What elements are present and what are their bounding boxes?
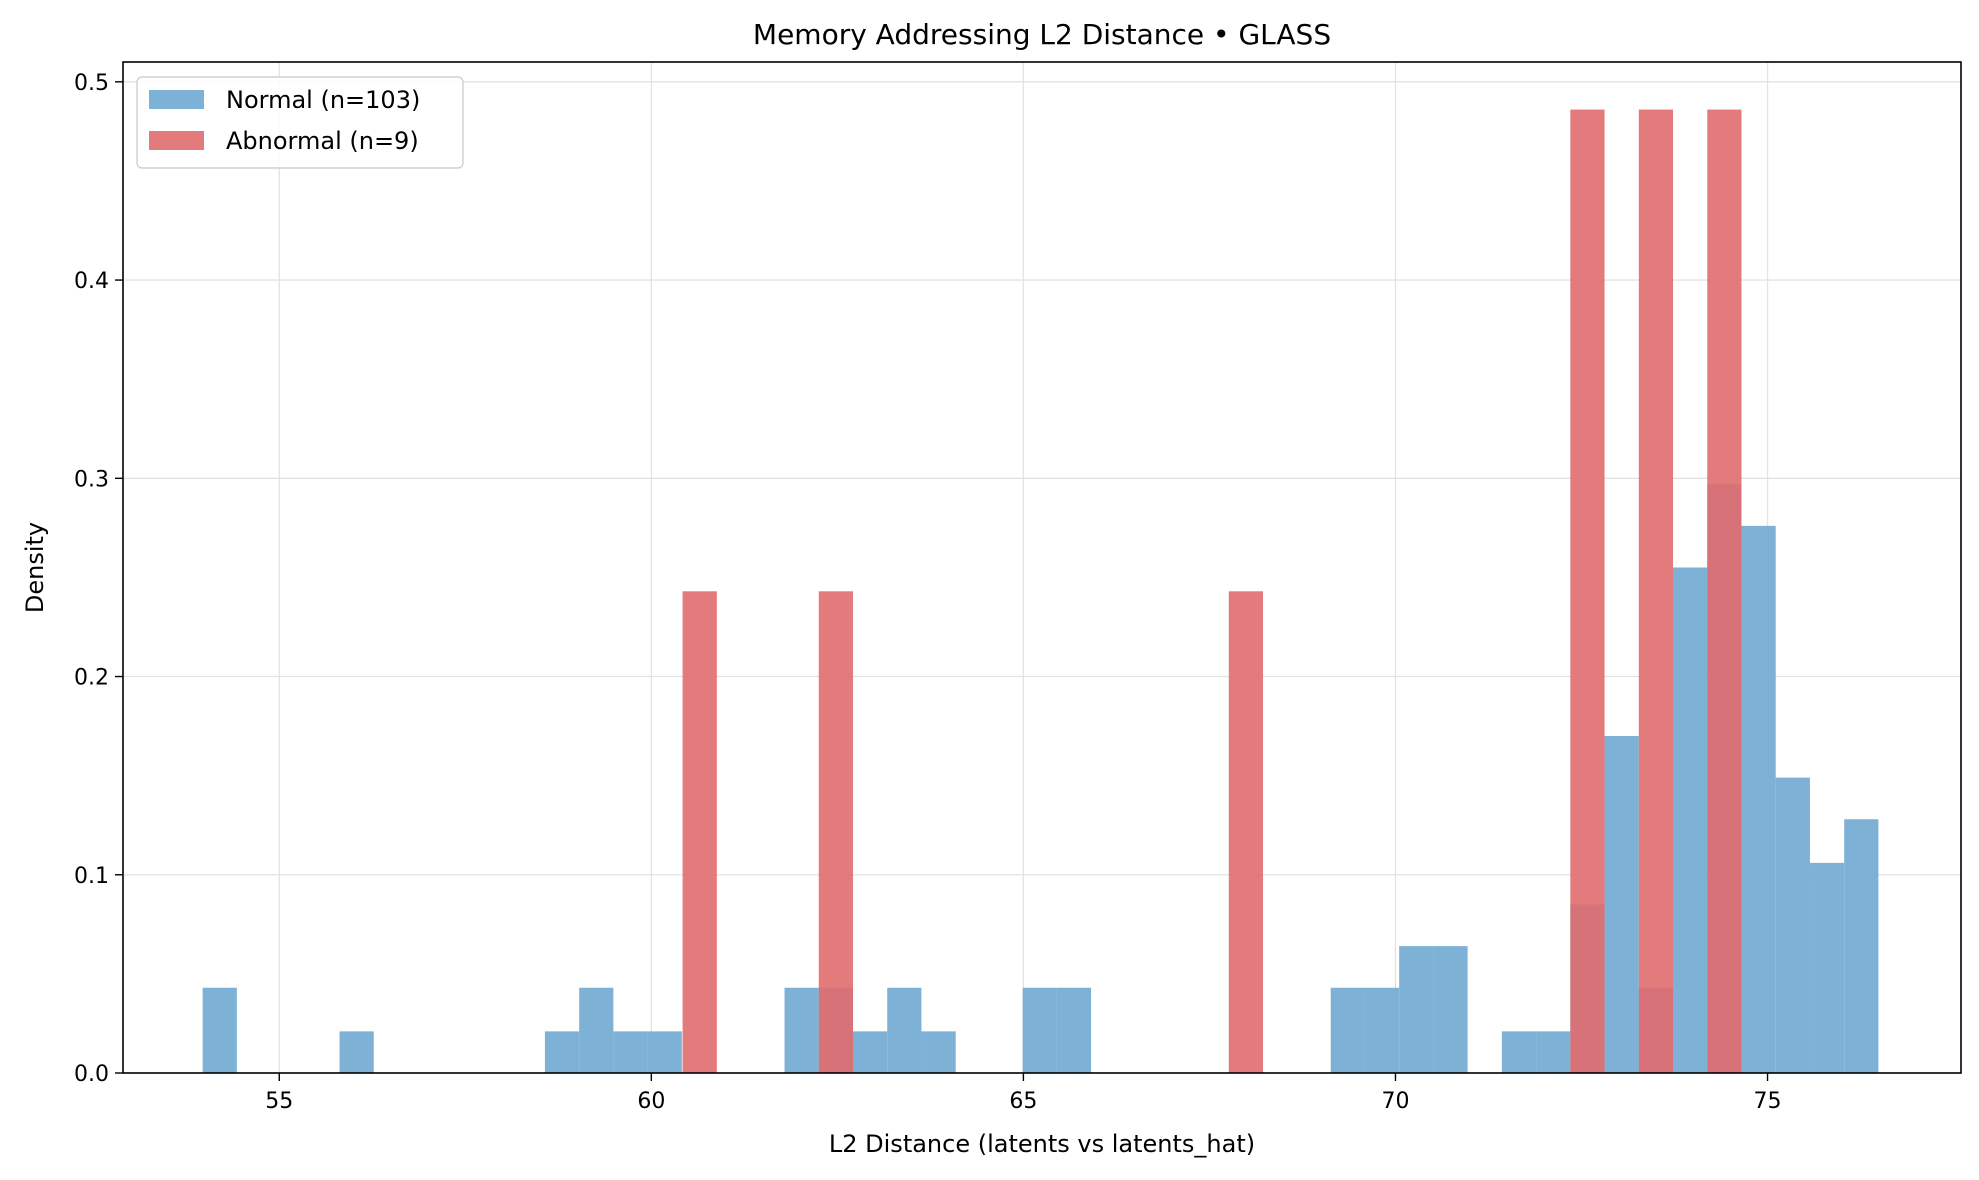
normal-histogram-bar: [1022, 987, 1057, 1073]
y-tick-label: 0.2: [74, 666, 109, 691]
normal-histogram-bar: [579, 987, 614, 1073]
x-axis-label: L2 Distance (latents vs latents_hat): [829, 1130, 1255, 1158]
y-tick-label: 0.5: [74, 71, 109, 96]
abnormal-histogram-bar: [818, 591, 853, 1073]
abnormal-histogram-bar: [682, 591, 717, 1073]
normal-histogram-bar: [1399, 946, 1434, 1073]
chart-title: Memory Addressing L2 Distance • GLASS: [753, 18, 1331, 51]
normal-histogram-bar: [1673, 567, 1708, 1073]
normal-histogram-bar: [202, 987, 237, 1073]
normal-histogram-bar: [1501, 1031, 1537, 1073]
x-axis-ticks: 55 60 65 70 75: [265, 1073, 1782, 1114]
normal-histogram-bar: [852, 1031, 888, 1073]
x-tick-label: 55: [265, 1089, 293, 1114]
y-axis-ticks: 0.0 0.1 0.2 0.3 0.4 0.5: [74, 71, 123, 1087]
normal-histogram-bar: [1056, 987, 1092, 1073]
y-tick-label: 0.3: [74, 467, 109, 492]
legend-label: Normal (n=103): [226, 86, 420, 114]
y-axis-label: Density: [21, 522, 49, 613]
normal-histogram-bar: [339, 1031, 374, 1073]
x-tick-label: 65: [1009, 1089, 1037, 1114]
y-tick-label: 0.4: [74, 269, 109, 294]
x-tick-label: 70: [1381, 1089, 1409, 1114]
normal-histogram-bar: [647, 1031, 682, 1073]
plot-frame: [122, 61, 1962, 1074]
legend-box: [136, 76, 464, 169]
normal-histogram-bar: [613, 1031, 648, 1073]
normal-histogram-bar: [921, 1031, 956, 1073]
legend-swatch: [149, 90, 204, 109]
abnormal-series-bars: [682, 109, 1742, 1073]
normal-histogram-bar: [887, 987, 922, 1073]
normal-histogram-bar: [1433, 946, 1468, 1073]
normal-histogram-bar: [1604, 736, 1639, 1073]
normal-histogram-bar: [544, 1031, 580, 1073]
normal-histogram-bar: [1844, 819, 1879, 1073]
legend: Normal (n=103) Abnormal (n=9): [136, 76, 464, 169]
x-tick-label: 60: [637, 1089, 665, 1114]
normal-histogram-bar: [1741, 525, 1776, 1073]
normal-histogram-bar: [1536, 1031, 1571, 1073]
y-tick-label: 0.1: [74, 864, 109, 889]
x-tick-label: 75: [1754, 1089, 1782, 1114]
normal-histogram-bar: [1364, 987, 1400, 1073]
normal-histogram-bar: [1775, 777, 1810, 1073]
abnormal-histogram-bar: [1570, 109, 1605, 1073]
normal-histogram-bar: [1809, 862, 1845, 1073]
abnormal-histogram-bar: [1707, 109, 1742, 1073]
normal-histogram-bar: [784, 987, 819, 1073]
legend-label: Abnormal (n=9): [226, 127, 419, 155]
y-tick-label: 0.0: [74, 1062, 109, 1087]
abnormal-histogram-bar: [1638, 109, 1674, 1073]
abnormal-histogram-bar: [1228, 591, 1264, 1073]
normal-histogram-bar: [1330, 987, 1365, 1073]
legend-swatch: [149, 131, 204, 150]
